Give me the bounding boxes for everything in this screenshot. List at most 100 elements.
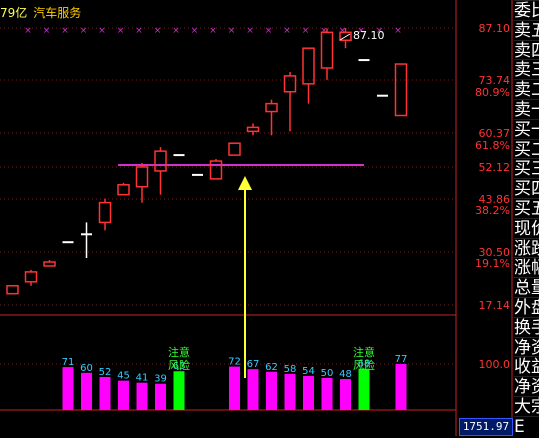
volume-bar bbox=[247, 369, 259, 410]
candle-body bbox=[43, 261, 56, 267]
signal-marker: × bbox=[117, 26, 125, 36]
volume-bar bbox=[229, 366, 240, 410]
candle-body bbox=[246, 126, 260, 133]
quote-field-label: 委比 bbox=[514, 0, 539, 23]
volume-bar bbox=[81, 372, 92, 410]
candle-body bbox=[154, 150, 167, 172]
quote-field-label: 换手 bbox=[514, 316, 539, 340]
volume-value: 58 bbox=[284, 364, 297, 375]
quote-field-label: E bbox=[514, 415, 539, 438]
signal-marker: × bbox=[320, 26, 328, 36]
volume-bar bbox=[62, 367, 74, 410]
candle-body bbox=[135, 166, 149, 188]
volume-bar bbox=[136, 382, 148, 410]
price-tick-label: 30.50 bbox=[479, 246, 511, 259]
price-tick-label: 87.10 bbox=[479, 22, 511, 35]
signal-marker: × bbox=[302, 26, 310, 36]
quote-field-label: 买三 bbox=[514, 158, 539, 181]
price-tick-label: 19.1% bbox=[475, 257, 510, 270]
quote-field-label: 买四 bbox=[514, 178, 539, 201]
volume-bar bbox=[173, 371, 185, 410]
quote-field-label: 净资 bbox=[514, 376, 539, 399]
signal-marker: × bbox=[43, 26, 51, 36]
candle-body bbox=[283, 75, 297, 93]
candle-body bbox=[24, 271, 38, 283]
quote-field-label: 涨幅 bbox=[514, 257, 539, 280]
signal-arrow-head bbox=[238, 176, 252, 190]
volume-value: 68 bbox=[358, 359, 371, 370]
quote-field-label: 收益 bbox=[514, 356, 539, 379]
volume-bar bbox=[155, 383, 166, 410]
signal-marker: × bbox=[376, 26, 384, 36]
candle-body bbox=[320, 31, 334, 69]
quote-field-label: 现价 bbox=[514, 217, 539, 241]
quote-field-label: 总量 bbox=[514, 277, 539, 300]
volume-value: 71 bbox=[62, 357, 75, 368]
volume-value: 77 bbox=[395, 354, 408, 365]
signal-marker: × bbox=[357, 26, 365, 36]
quote-field-label: 卖五 bbox=[514, 19, 539, 43]
warning-label-1: 注意 bbox=[353, 345, 375, 359]
volume-bar bbox=[358, 368, 370, 410]
signal-marker: × bbox=[394, 26, 402, 36]
signal-marker: × bbox=[209, 26, 217, 36]
price-tick-label: 61.8% bbox=[475, 139, 510, 152]
candle-body bbox=[339, 31, 352, 42]
warning-label-2: 风险 bbox=[353, 358, 375, 372]
candle-body bbox=[302, 47, 315, 85]
quote-field-label: 卖二 bbox=[514, 79, 539, 102]
warning-label-1: 注意 bbox=[168, 345, 190, 359]
signal-marker: × bbox=[80, 26, 88, 36]
industry-label: 汽车服务 bbox=[33, 6, 82, 20]
volume-value: 72 bbox=[228, 357, 241, 368]
price-tick-label: 52.12 bbox=[479, 161, 511, 174]
signal-marker: × bbox=[61, 26, 69, 36]
quote-field-label: 买一 bbox=[514, 118, 539, 142]
candle-body bbox=[228, 142, 241, 156]
current-price-box: 1751.97 bbox=[459, 418, 513, 436]
volume-bar bbox=[395, 363, 407, 410]
candle-body bbox=[98, 201, 112, 224]
volume-value: 39 bbox=[154, 374, 167, 385]
signal-marker: × bbox=[191, 26, 199, 36]
signal-marker: × bbox=[246, 26, 254, 36]
volume-bar bbox=[321, 378, 333, 410]
candle-body bbox=[209, 160, 223, 180]
quote-field-label: 大宗 bbox=[514, 396, 539, 419]
warning-label-2: 风险 bbox=[168, 358, 190, 372]
volume-value: 60 bbox=[80, 363, 93, 374]
price-tick-label: 60.37 bbox=[479, 127, 511, 140]
volume-value: 67 bbox=[247, 359, 260, 370]
signal-marker: × bbox=[154, 26, 162, 36]
price-tick-label: 17.14 bbox=[479, 299, 511, 312]
quote-field-label: 净资 bbox=[514, 336, 539, 360]
market-cap: 79亿 bbox=[0, 6, 28, 20]
signal-marker: × bbox=[228, 26, 236, 36]
signal-marker: × bbox=[98, 26, 106, 36]
signal-marker: × bbox=[265, 26, 273, 36]
quote-field-label: 卖三 bbox=[514, 59, 539, 82]
volume-bar bbox=[266, 371, 277, 410]
quote-field-label: 买五 bbox=[514, 198, 539, 221]
price-tick-label: 80.9% bbox=[475, 86, 510, 99]
volume-bar bbox=[284, 373, 296, 410]
quote-field-label: 卖四 bbox=[514, 39, 539, 63]
signal-marker: × bbox=[24, 26, 32, 36]
quote-field-label: 卖一 bbox=[514, 99, 539, 122]
signal-marker: × bbox=[135, 26, 143, 36]
price-tick-label: 73.74 bbox=[479, 74, 511, 87]
volume-bar bbox=[340, 379, 351, 410]
signal-marker: × bbox=[172, 26, 180, 36]
volume-bar bbox=[303, 375, 314, 410]
signal-marker: × bbox=[283, 26, 291, 36]
volume-value: 48 bbox=[339, 369, 352, 380]
candle-body bbox=[6, 285, 19, 295]
volume-value: 62 bbox=[265, 362, 278, 373]
volume-value: 52 bbox=[99, 367, 112, 378]
price-tick-label: 43.86 bbox=[479, 193, 511, 206]
quote-field-label: 涨跌 bbox=[514, 237, 539, 261]
volume-tick-label: 100.0 bbox=[479, 358, 511, 371]
high-label: 87.10 bbox=[353, 29, 385, 42]
high-pointer bbox=[339, 33, 351, 41]
